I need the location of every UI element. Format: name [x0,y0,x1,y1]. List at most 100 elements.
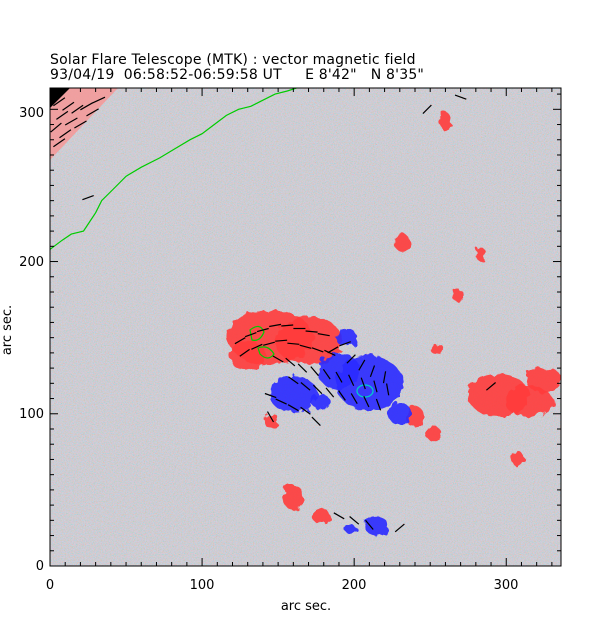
vector-13 [299,344,312,349]
positive-region-1 [275,316,342,366]
vector-52 [311,416,321,427]
vector-21 [335,371,343,383]
y-axis-title: arc sec. [0,305,15,355]
chart-subtitle: 93/04/19 06:58:52-06:59:58 UT E 8'42" N … [50,67,425,83]
positive-region-2 [229,340,266,372]
vector-46 [349,516,360,525]
corner-vector-6 [74,120,87,129]
positive-region-5 [526,368,561,393]
corner-vector-11 [53,138,66,148]
vector-17 [285,357,296,367]
vector-14 [311,347,324,353]
x-tick-label-0: 0 [46,578,54,593]
vector-25 [386,383,390,396]
vector-12 [287,342,300,345]
vector-43 [339,341,351,347]
vector-3 [269,323,282,328]
negative-region-1 [317,352,361,390]
neutral-contour [356,384,374,398]
plot-frame [49,87,562,567]
positive-polarity-layer [227,112,561,524]
vector-15 [324,349,336,356]
corner-vector-2 [71,104,84,114]
vector-37 [300,406,311,415]
vector-47 [365,519,374,530]
positive-region-4 [504,386,554,417]
vector-45 [454,94,467,100]
vector-18 [297,363,308,373]
y-tick-label-100: 100 [19,407,44,422]
vector-32 [363,395,370,408]
vector-10 [263,341,275,346]
vector-6 [305,330,318,333]
image-area [50,88,561,566]
limb-contour [50,88,297,250]
negative-region-4 [364,517,390,536]
vector-8 [239,348,250,357]
vector-7 [317,333,330,337]
x-tick-label-200: 200 [342,578,367,593]
chart-title: Solar Flare Telescope (MTK) : vector mag… [50,52,416,68]
x-tick-label-100: 100 [190,578,215,593]
vector-11 [275,339,288,342]
negative-region-6 [311,393,330,410]
vector-50 [486,382,496,391]
vector-35 [275,398,287,405]
vector-16 [272,355,284,363]
vector-42 [327,346,339,354]
vector-27 [300,382,311,391]
vector-30 [338,390,346,401]
vector-31 [350,393,358,405]
vector-33 [375,398,382,411]
corner-vector-8 [59,129,72,139]
vector-41 [346,354,356,364]
vector-28 [312,384,323,395]
x-axis-title: arc sec. [281,599,331,614]
vector-0 [234,337,246,345]
vector-29 [325,387,335,398]
vector-22 [348,374,355,386]
positive-region-6 [282,485,304,510]
vector-20 [322,368,331,380]
corner-vector-10 [92,96,106,104]
positive-region-11 [439,112,452,131]
vector-48 [333,512,345,520]
corner-vector-4 [56,110,69,120]
limb-corner-dark [50,88,70,108]
limb-corner [50,88,118,160]
positive-region-7 [311,508,330,524]
negative-region-5 [345,524,358,535]
corner-vector-9 [86,108,99,117]
y-tick-label-0: 0 [36,559,44,574]
y-tick-label-200: 200 [19,255,44,270]
vector-51 [82,195,94,201]
vector-49 [394,523,405,533]
vector-40 [382,371,387,384]
negative-region-3 [387,403,412,425]
vector-9 [251,343,263,350]
axis-ticks [49,88,561,567]
y-tick-label-300: 300 [19,106,44,121]
vector-19 [310,366,319,377]
corner-vector-0 [53,97,66,107]
positive-region-13 [264,413,280,429]
positive-region-14 [431,343,444,356]
vector-34 [264,392,277,399]
vector-layer [82,94,496,533]
corner-vector-1 [62,101,75,111]
corner-vector-layer [50,96,106,148]
vector-44 [422,104,432,115]
corner-vector-7 [50,122,62,133]
flare-contour-left [249,325,275,359]
positive-region-12 [451,288,464,302]
corner-vector-5 [64,117,78,126]
x-tick-label-300: 300 [494,578,519,593]
vector-2 [256,327,269,333]
vector-39 [369,365,376,378]
positive-region-16 [512,451,525,468]
negative-region-2 [269,375,318,413]
negative-region-7 [335,328,358,347]
positive-region-10 [395,234,411,253]
vector-4 [281,324,294,327]
